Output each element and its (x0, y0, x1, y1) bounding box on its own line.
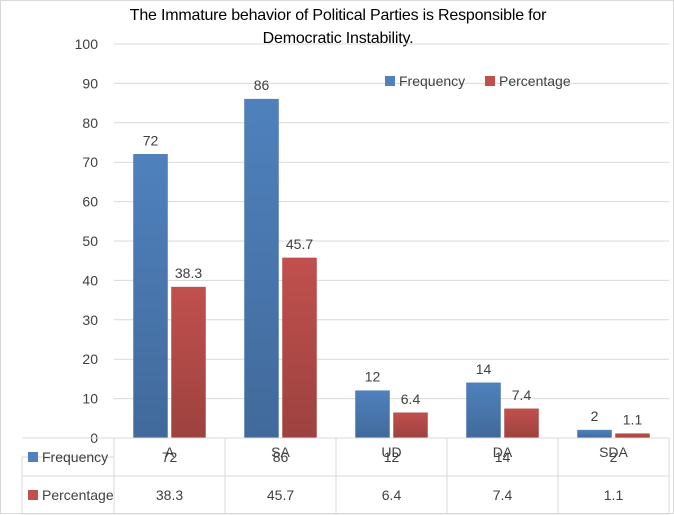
bar-percentage-da (504, 408, 539, 439)
table-cell: 1.1 (604, 487, 624, 503)
y-tick-label: 70 (82, 154, 98, 170)
data-label: 1.1 (623, 412, 643, 428)
bar-frequency-a (133, 154, 168, 439)
legend-label: Frequency (399, 73, 465, 89)
legend-label: Percentage (499, 73, 571, 89)
y-tick-label: 30 (82, 312, 98, 328)
x-tick-label: UD (381, 444, 401, 460)
legend-key-percentage (485, 76, 495, 86)
y-tick-label: 100 (75, 36, 99, 52)
data-label: 14 (476, 361, 492, 377)
data-label: 86 (254, 77, 270, 93)
table-cell: 14 (495, 449, 511, 465)
y-tick-label: 80 (82, 115, 98, 131)
legend-key-frequency (385, 76, 395, 86)
x-tick-label: SDA (599, 444, 628, 460)
bar-frequency-ud (355, 390, 390, 439)
table-series-name: Percentage (42, 487, 114, 503)
table-legend-key-frequency (28, 452, 38, 462)
table-legend-key-percentage (28, 490, 38, 500)
y-tick-label: 10 (82, 391, 98, 407)
data-label: 12 (365, 369, 381, 385)
y-tick-label: 60 (82, 194, 98, 210)
x-tick-label: DA (493, 444, 513, 460)
bar-frequency-sda (577, 429, 612, 439)
table-cell: 2 (610, 449, 618, 465)
table-cell: 38.3 (156, 487, 183, 503)
data-label: 2 (591, 408, 599, 424)
chart-title-line-2: Democratic Instability. (262, 30, 414, 47)
data-label: 38.3 (175, 265, 202, 281)
bar-percentage-ud (393, 412, 428, 439)
y-tick-label: 20 (82, 351, 98, 367)
table-cell: 45.7 (267, 487, 294, 503)
table-cell: 6.4 (382, 487, 402, 503)
x-tick-label: SA (271, 444, 290, 460)
y-tick-label: 90 (82, 75, 98, 91)
y-tick-label: 40 (82, 272, 98, 288)
x-tick-label: A (165, 444, 175, 460)
bar-frequency-da (466, 382, 501, 439)
data-label: 72 (143, 132, 159, 148)
table-series-name: Frequency (42, 449, 108, 465)
bar-percentage-sda (615, 433, 650, 439)
bar-frequency-sa (244, 98, 279, 439)
data-label: 6.4 (401, 391, 421, 407)
data-label: 7.4 (512, 387, 532, 403)
table-cell: 7.4 (493, 487, 513, 503)
table-cell: 12 (384, 449, 400, 465)
data-label: 45.7 (286, 236, 313, 252)
y-tick-label: 50 (82, 233, 98, 249)
chart-title-line-1: The Immature behavior of Political Parti… (129, 7, 547, 24)
bar-percentage-sa (282, 257, 317, 439)
table-cell: 72 (162, 449, 178, 465)
table-cell: 86 (273, 449, 289, 465)
bar-percentage-a (171, 286, 206, 439)
